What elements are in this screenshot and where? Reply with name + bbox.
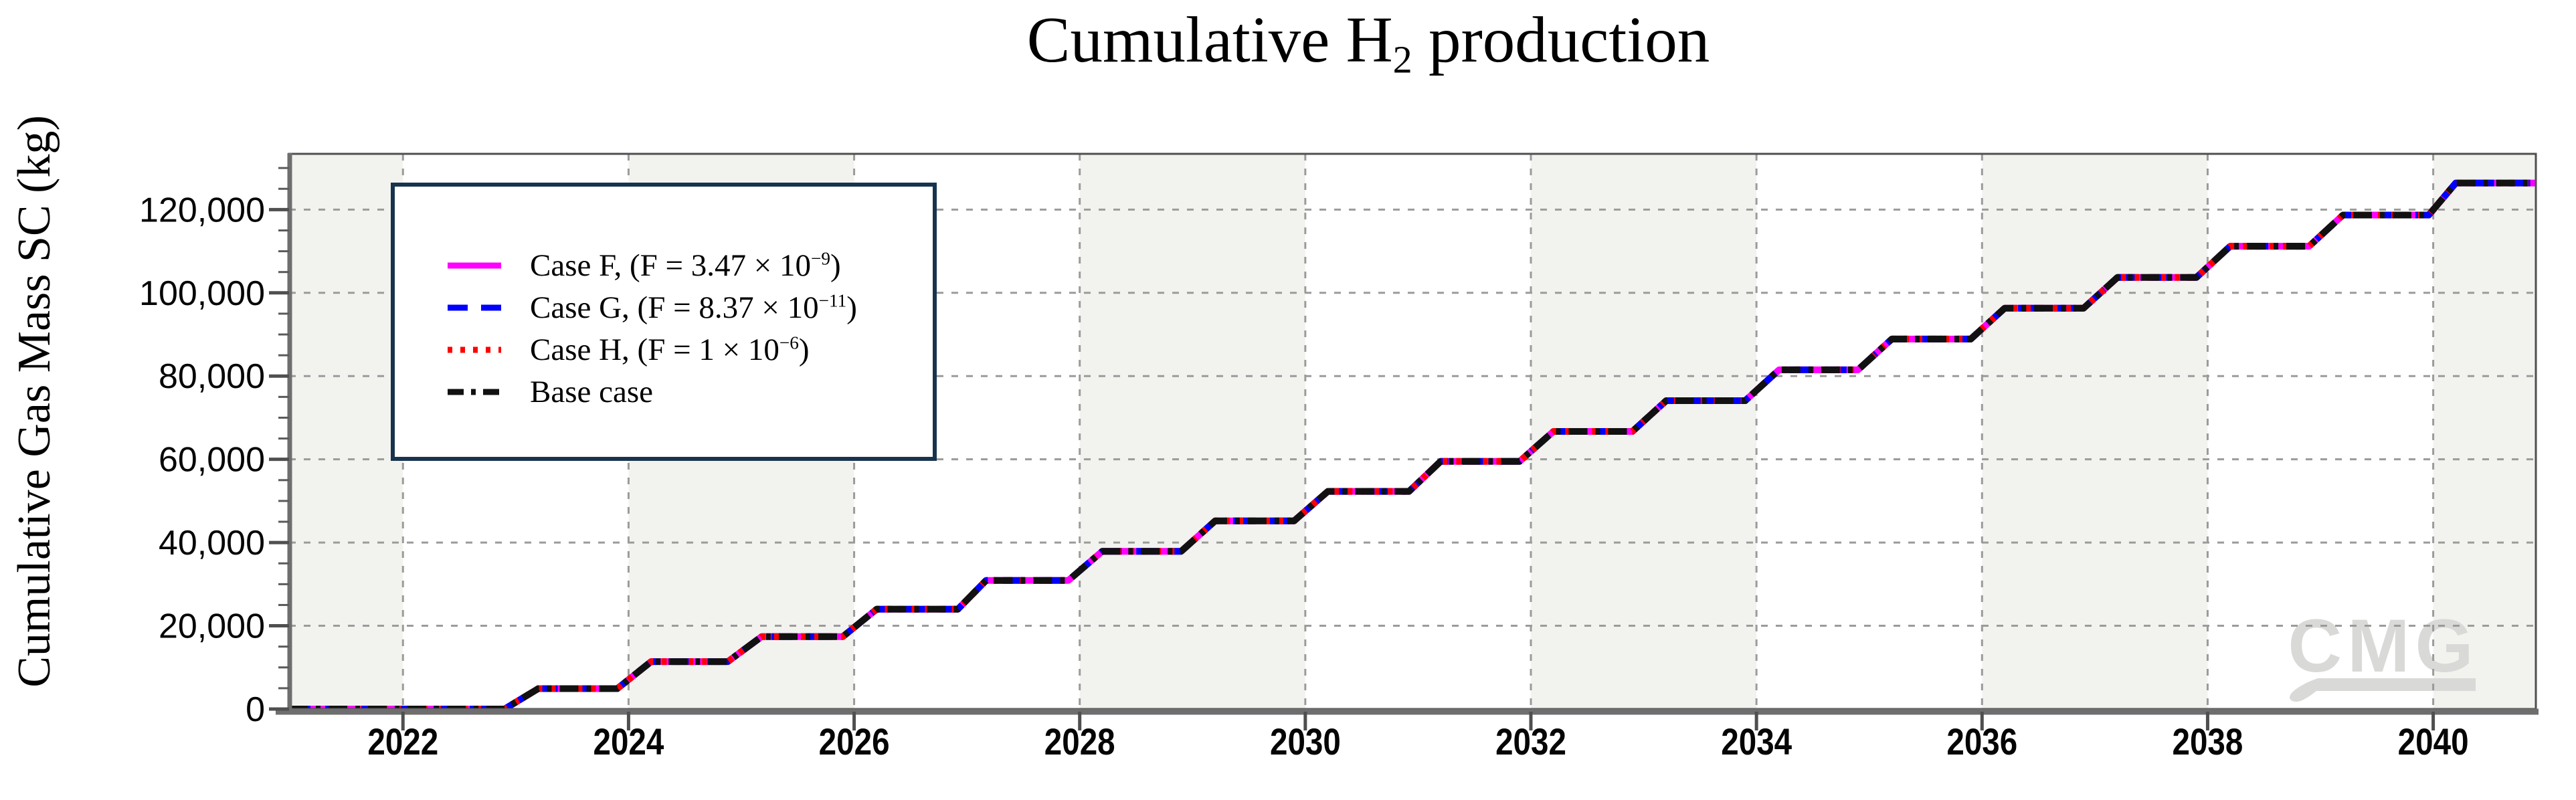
legend-label-exponent: −11 [818,290,847,310]
y-axis-title: Cumulative Gas Mass SC (kg) [9,115,60,688]
legend-label: Case H, (F = 1 × 10−6) [530,332,810,368]
y-tick-label: 100,000 [139,274,265,313]
legend-label-close: ) [830,247,841,283]
y-tick-label: 120,000 [139,191,265,229]
legend-label: Case G, (F = 8.37 × 10−11) [530,290,857,326]
chart-title-text: Cumulative H [1026,4,1393,76]
legend-row: Case H, (F = 1 × 10−6) [395,328,933,371]
x-tick-label: 2026 [819,721,890,763]
legend-label-base: Base case [530,374,653,409]
legend-box: Case F, (F = 3.47 × 10−9) Case G, (F = 8.… [391,183,937,461]
x-tick-label: 2032 [1495,721,1566,763]
x-tick-label: 2022 [367,721,438,763]
legend-label: Case F, (F = 3.47 × 10−9) [530,247,841,284]
plot-band [1982,154,2208,709]
legend-label-exponent: −9 [811,247,831,268]
chart-title-text-suffix: production [1412,4,1710,76]
series-line-base-case [289,179,2536,712]
chart-title: Cumulative H2 production [1026,3,1710,79]
legend-label-close: ) [846,290,857,325]
x-tick-label: 2038 [2172,721,2243,763]
y-tick-label: 20,000 [159,607,265,646]
legend-label-base: Case F, (F = 3.47 × 10 [530,247,812,283]
legend-label: Base case [530,374,653,410]
y-tick-label: 60,000 [159,441,265,480]
legend-label-exponent: −6 [779,332,799,353]
legend-row: Case F, (F = 3.47 × 10−9) [395,244,933,286]
plot-band [2433,154,2536,709]
legend-label-base: Case G, (F = 8.37 × 10 [530,290,819,325]
legend-row: Base case [395,371,933,413]
plot-band [1079,154,1305,709]
chart-title-subscript: 2 [1392,37,1412,82]
legend-sample-line [448,346,501,353]
x-tick-label: 2036 [1946,721,2017,763]
legend-label-base: Case H, (F = 1 × 10 [530,332,779,367]
legend-label-close: ) [798,332,810,367]
series-line-case-h [289,179,2536,712]
x-tick-label: 2034 [1721,721,1792,763]
cmg-watermark-logo: CMG [2288,604,2478,688]
y-tick-label: 80,000 [159,357,265,396]
x-tick-label: 2024 [593,721,664,763]
legend-sample-line [448,389,501,395]
y-tick-label: 0 [246,690,265,729]
x-tick-label: 2030 [1270,721,1341,763]
legend-sample-line [448,304,501,310]
legend-sample-line [448,262,501,268]
x-tick-label: 2028 [1044,721,1115,763]
cmg-watermark-swoosh [2290,678,2476,702]
legend-row: Case G, (F = 8.37 × 10−11) [395,286,933,328]
plot-band [289,154,403,709]
x-tick-label: 2040 [2398,721,2469,763]
y-tick-label: 40,000 [159,524,265,563]
